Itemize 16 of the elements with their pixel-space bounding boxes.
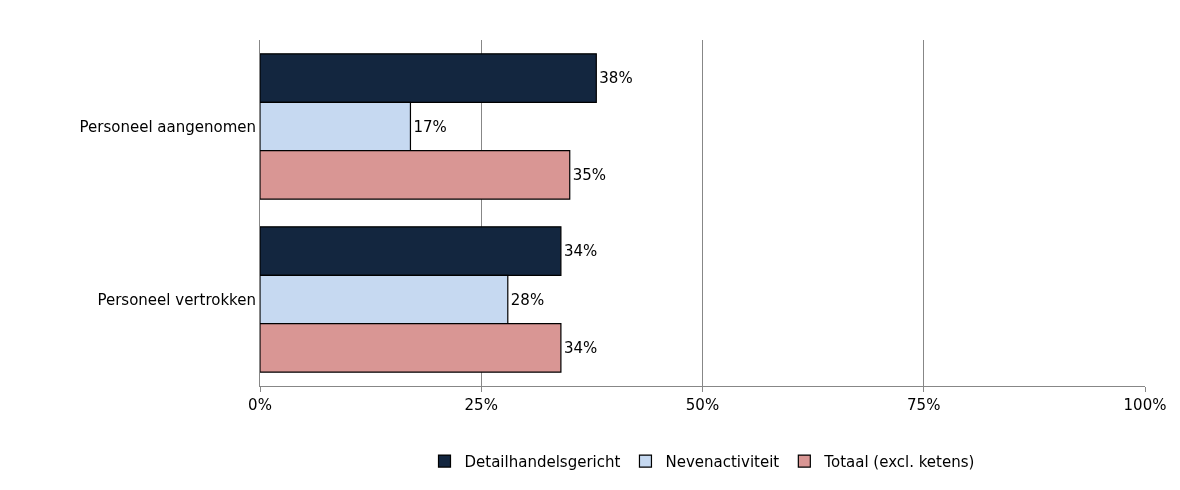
y-tick-label: Personeel vertrokken: [97, 290, 256, 309]
data-label: 28%: [510, 290, 545, 309]
x-tick-label: 0%: [248, 396, 272, 414]
data-label: 34%: [563, 338, 598, 357]
x-tick-label: 100%: [1123, 396, 1167, 414]
data-label: 35%: [572, 165, 607, 184]
x-tick-label: 75%: [907, 396, 941, 414]
x-tick-label: 50%: [685, 396, 720, 414]
data-label: 38%: [599, 69, 633, 88]
data-label: 34%: [563, 242, 598, 261]
data-label: 17%: [413, 117, 447, 136]
legend-label: Nevenactiviteit: [665, 452, 780, 471]
y-tick-label: Personeel aangenomen: [79, 117, 256, 136]
legend-label: Detailhandelsgericht: [464, 452, 621, 471]
legend-label: Totaal (excl. ketens): [823, 452, 975, 471]
x-tick-label: 25%: [464, 396, 498, 414]
